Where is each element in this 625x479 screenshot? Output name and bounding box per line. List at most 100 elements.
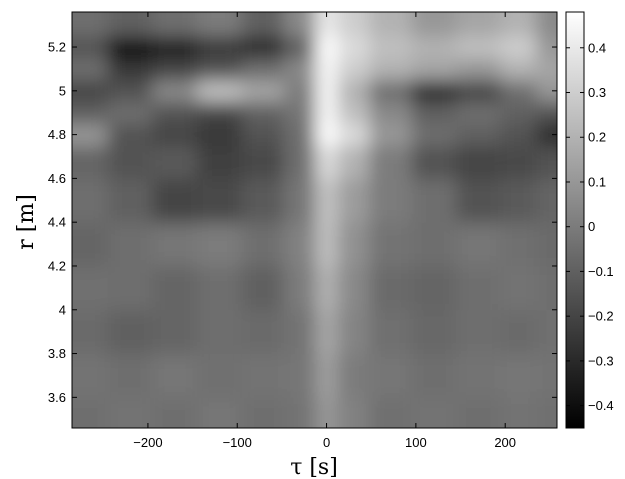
y-tick-label: 5 (59, 83, 66, 98)
heatmap-cell (72, 123, 109, 147)
y-tick-label: 4.8 (48, 127, 66, 142)
heatmap-cell (337, 12, 370, 37)
y-axis-label: r [m] (14, 194, 39, 250)
heatmap-cell (411, 12, 457, 37)
heatmap-cell (72, 12, 109, 37)
plot-frame (71, 11, 558, 429)
heatmap-cell (152, 178, 198, 223)
heatmap-cell (411, 79, 457, 103)
heatmap-cell (152, 265, 198, 311)
heatmap-cell (107, 265, 153, 311)
heatmap-cell (241, 57, 285, 81)
heatmap-cell (500, 123, 537, 147)
heatmap-cell (411, 353, 457, 398)
heatmap-cell (536, 123, 557, 147)
heatmap-cell (536, 79, 557, 103)
heatmap-cell (284, 123, 316, 147)
x-tick-label: −100 (223, 435, 252, 450)
heatmap-cell (284, 353, 316, 398)
heatmap-cell (152, 222, 198, 267)
heatmap-cell (152, 309, 198, 355)
heatmap-cell (368, 57, 412, 81)
heatmap-cell (411, 222, 457, 267)
heatmap-cell (500, 79, 537, 103)
heatmap-cell (72, 309, 109, 355)
heatmap-cell (368, 265, 412, 311)
heatmap-cell (368, 353, 412, 398)
colorbar-tick-label: −0.1 (588, 264, 614, 279)
heatmap-cell (337, 265, 370, 311)
heatmap-cell (152, 36, 198, 59)
heatmap-cell (315, 123, 339, 147)
heatmap-cell (315, 101, 339, 125)
heatmap-cell (337, 79, 370, 103)
heatmap-cell (152, 123, 198, 147)
heatmap-cell (315, 12, 339, 37)
heatmap-cell (315, 178, 339, 223)
heatmap-cell (284, 36, 316, 59)
heatmap-cell (315, 57, 339, 81)
heatmap-cell (456, 265, 502, 311)
heatmap-cell (337, 397, 370, 428)
heatmap-cell (241, 36, 285, 59)
heatmap-cell (536, 178, 557, 223)
heatmap-cell (241, 309, 285, 355)
heatmap-cell (315, 36, 339, 59)
heatmap-cell (411, 36, 457, 59)
heatmap-cell (107, 79, 153, 103)
heatmap-cell (411, 309, 457, 355)
heatmap-cell (536, 353, 557, 398)
heatmap-cell (368, 222, 412, 267)
heatmap-cell (197, 36, 243, 59)
heatmap-cell (337, 222, 370, 267)
colorbar-tick-label: 0.1 (588, 174, 606, 189)
heatmap-cell (456, 123, 502, 147)
x-tick-label: 100 (405, 435, 427, 450)
heatmap-cell (72, 145, 109, 179)
heatmap-cell (315, 397, 339, 428)
heatmap-cell (411, 265, 457, 311)
colorbar: 0.4 0.3 0.2 0.1 0 −0.1 −0.2 −0.3 −0.4 (565, 11, 614, 429)
heatmap-cell (456, 36, 502, 59)
heatmap-cell (72, 397, 109, 428)
heatmap-cell (368, 397, 412, 428)
heatmap-cell (152, 101, 198, 125)
heatmap-cell (315, 265, 339, 311)
heatmap-cell (284, 309, 316, 355)
heatmap-cell (107, 397, 153, 428)
heatmap-cell (284, 79, 316, 103)
heatmap-cell (500, 353, 537, 398)
heatmap-cell (241, 353, 285, 398)
heatmap-cell (284, 12, 316, 37)
heatmap-cell (368, 178, 412, 223)
heatmap-cell (536, 36, 557, 59)
heatmap-cell (72, 36, 109, 59)
heatmap-cell (368, 79, 412, 103)
heatmap-cell (368, 36, 412, 59)
heatmap-cell (456, 101, 502, 125)
heatmap-cell (368, 145, 412, 179)
heatmap-cell (536, 397, 557, 428)
y-tick-label: 5.2 (48, 40, 66, 55)
heatmap-cell (315, 145, 339, 179)
heatmap-cell (315, 309, 339, 355)
heatmap-cell (152, 397, 198, 428)
heatmap-cell (536, 101, 557, 125)
heatmap-cell (241, 101, 285, 125)
heatmap-cell (72, 222, 109, 267)
heatmap-cell (284, 265, 316, 311)
heatmap-cell (500, 309, 537, 355)
heatmap-cell (107, 145, 153, 179)
colorbar-gradient (565, 11, 585, 429)
colorbar-tick-label: −0.3 (588, 353, 614, 368)
heatmap-cell (315, 79, 339, 103)
heatmap-cell (411, 397, 457, 428)
heatmap-cell (536, 57, 557, 81)
heatmap-cell (72, 101, 109, 125)
heatmap-cell (107, 123, 153, 147)
heatmap-cell (411, 101, 457, 125)
colorbar-tick-label: 0.4 (588, 40, 606, 55)
heatmap-cell (500, 101, 537, 125)
colorbar-tick-label: 0.2 (588, 130, 606, 145)
heatmap-cell (337, 178, 370, 223)
